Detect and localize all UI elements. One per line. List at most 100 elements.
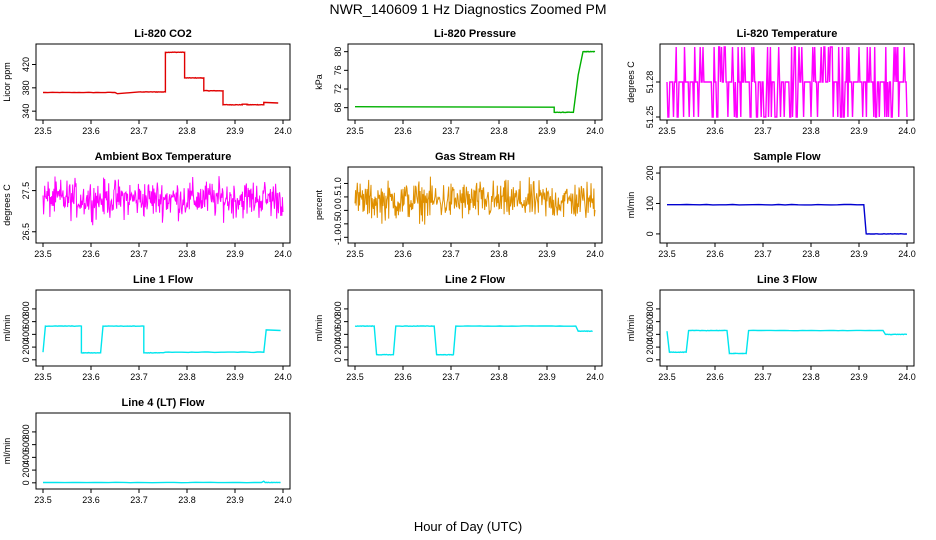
- x-tick-label: 24.0: [274, 495, 292, 505]
- series-line: [354, 50, 596, 114]
- y-tick-label: 1.0: [333, 177, 343, 190]
- x-tick-label: 23.6: [706, 249, 724, 259]
- x-tick-label: 23.5: [658, 249, 676, 259]
- y-tick-label: 200: [645, 166, 655, 181]
- series-line: [667, 203, 908, 235]
- panel-1: Li-820 CO2 23.5 23.6 23.7 23.8 23.9 24.0 340 380…: [2, 28, 292, 136]
- y-tick-label: 600: [645, 314, 655, 329]
- figure-title: NWR_140609 1 Hz Diagnostics Zoomed PM: [329, 1, 606, 17]
- x-tick-label: 23.8: [178, 249, 196, 259]
- y-tick-label: 380: [21, 80, 31, 95]
- x-tick-label: 23.9: [538, 249, 556, 259]
- x-tick-label: 23.7: [754, 249, 772, 259]
- x-tick-label: 23.7: [442, 249, 460, 259]
- panel-title: Li-820 Temperature: [737, 28, 838, 40]
- x-tick-label: 23.5: [34, 495, 52, 505]
- x-tick-label: 23.6: [394, 126, 412, 136]
- y-tick-label: 600: [333, 314, 343, 329]
- figure-xlabel: Hour of Day (UTC): [414, 519, 522, 534]
- y-axis-label: ml/min: [2, 315, 12, 342]
- x-tick-label: 23.9: [538, 126, 556, 136]
- y-tick-label: 400: [21, 450, 31, 465]
- panel-title: Line 1 Flow: [133, 274, 193, 286]
- y-axis-label: ml/min: [2, 438, 12, 465]
- y-tick-label: 76: [333, 65, 343, 75]
- y-tick-label: -0.5: [333, 216, 343, 232]
- panel-7: Line 1 Flow 23.5 23.6 23.7 23.8 23.9 24.0 0 2004…: [2, 274, 292, 382]
- x-tick-label: 24.0: [274, 249, 292, 259]
- x-tick-label: 23.8: [490, 249, 508, 259]
- x-tick-label: 23.8: [178, 126, 196, 136]
- panel-title: Line 4 (LT) Flow: [122, 397, 205, 409]
- y-tick-label: 26.5: [21, 223, 31, 241]
- plot-frame: [659, 289, 915, 367]
- panel-9: Line 3 Flow 23.5 23.6 23.7 23.8 23.9 24.0 0 2004…: [626, 274, 916, 382]
- y-tick-label: 600: [21, 314, 31, 329]
- x-tick-label: 23.9: [850, 249, 868, 259]
- x-tick-label: 23.5: [658, 372, 676, 382]
- x-tick-label: 23.7: [442, 372, 460, 382]
- y-tick-label: 51.25: [645, 106, 655, 129]
- x-tick-label: 23.6: [706, 372, 724, 382]
- x-tick-label: 24.0: [274, 372, 292, 382]
- y-tick-label: 68: [333, 103, 343, 113]
- y-tick-label: 200: [333, 340, 343, 355]
- x-tick-label: 23.9: [538, 372, 556, 382]
- x-tick-label: 24.0: [898, 372, 916, 382]
- y-tick-label: 0.0: [333, 204, 343, 217]
- series-line: [354, 325, 593, 356]
- series-line: [354, 176, 596, 225]
- panel-title: Line 2 Flow: [445, 274, 505, 286]
- plot-frame: [35, 412, 291, 490]
- x-tick-label: 23.7: [130, 495, 148, 505]
- panel-title: Gas Stream RH: [435, 151, 515, 163]
- y-tick-label: 800: [333, 301, 343, 316]
- y-axis-label: Licor ppm: [2, 62, 12, 102]
- panel-3: Li-820 Temperature 23.5 23.6 23.7 23.8 23.9 24…: [626, 28, 916, 136]
- x-tick-label: 23.5: [658, 126, 676, 136]
- x-tick-label: 23.5: [34, 249, 52, 259]
- x-tick-label: 23.6: [82, 495, 100, 505]
- x-tick-label: 23.6: [82, 126, 100, 136]
- y-tick-label: 0: [21, 480, 31, 485]
- x-tick-label: 23.7: [442, 126, 460, 136]
- y-tick-label: 0: [645, 231, 655, 236]
- x-tick-label: 24.0: [274, 126, 292, 136]
- x-tick-label: 23.9: [226, 126, 244, 136]
- y-axis-label: degrees C: [2, 184, 12, 226]
- x-tick-label: 23.6: [82, 249, 100, 259]
- plot-frame: [347, 289, 603, 367]
- x-tick-label: 24.0: [586, 372, 604, 382]
- x-tick-label: 23.7: [130, 249, 148, 259]
- plot-frame: [347, 166, 603, 244]
- y-axis-label: kPa: [314, 74, 324, 90]
- y-tick-label: 72: [333, 84, 343, 94]
- panel-10: Line 4 (LT) Flow 23.5 23.6 23.7 23.8 23.9 24.0…: [2, 397, 292, 505]
- y-tick-label: 800: [645, 301, 655, 316]
- y-tick-label: 420: [21, 57, 31, 72]
- x-tick-label: 23.9: [226, 249, 244, 259]
- y-axis-label: degrees C: [626, 61, 636, 103]
- panel-title: Sample Flow: [753, 151, 821, 163]
- series-line: [42, 51, 279, 106]
- y-tick-label: 0: [645, 357, 655, 362]
- x-tick-label: 23.9: [226, 495, 244, 505]
- plot-frame: [35, 43, 291, 121]
- y-tick-label: 0.5: [333, 191, 343, 204]
- plot-frame: [35, 166, 291, 244]
- x-tick-label: 23.6: [82, 372, 100, 382]
- y-tick-label: 80: [333, 47, 343, 57]
- x-tick-label: 23.7: [754, 126, 772, 136]
- plot-frame: [659, 166, 915, 244]
- y-tick-label: 200: [645, 340, 655, 355]
- y-axis-label: percent: [314, 189, 324, 220]
- y-tick-label: 400: [333, 327, 343, 342]
- x-tick-label: 23.8: [802, 126, 820, 136]
- series-line: [42, 325, 281, 354]
- y-tick-label: 100: [645, 196, 655, 211]
- x-tick-label: 23.7: [130, 126, 148, 136]
- x-tick-label: 23.6: [394, 372, 412, 382]
- x-tick-label: 24.0: [586, 126, 604, 136]
- y-axis-label: ml/min: [626, 315, 636, 342]
- x-tick-label: 23.7: [130, 372, 148, 382]
